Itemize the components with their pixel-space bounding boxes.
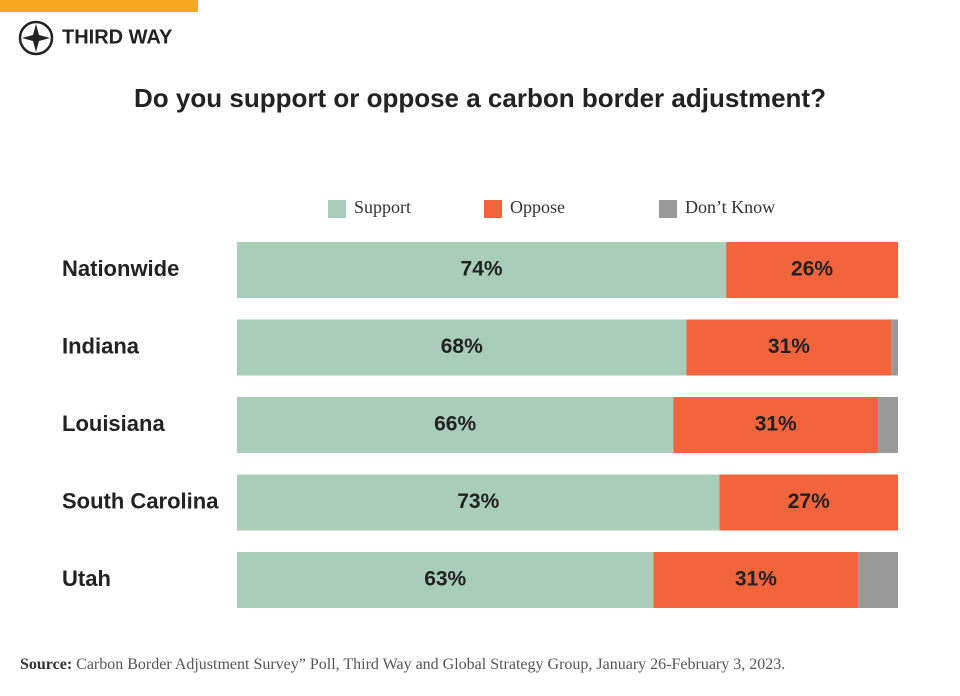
value-label: 31% <box>735 568 777 591</box>
category-label: Louisiana <box>62 411 165 436</box>
bar-segment <box>237 552 654 608</box>
bar-segment <box>237 319 687 376</box>
value-label: 63% <box>424 568 466 591</box>
top-accent <box>0 0 198 12</box>
value-label: 74% <box>461 258 503 281</box>
value-label: 31% <box>755 413 797 436</box>
source-label: Source: <box>20 656 72 673</box>
legend-swatch <box>328 200 346 218</box>
legend-swatch <box>659 200 677 218</box>
value-label: 26% <box>791 258 833 281</box>
bar-segment <box>686 319 892 376</box>
bar-segment <box>237 242 727 298</box>
value-label: 31% <box>768 335 810 358</box>
legend-label: Support <box>354 197 411 217</box>
bar-segment <box>237 397 674 453</box>
bar-segment <box>237 474 720 531</box>
legend-label: Oppose <box>510 197 565 217</box>
value-label: 66% <box>434 413 476 436</box>
bar-segment <box>726 242 898 298</box>
value-label: 68% <box>441 335 483 358</box>
category-label: Nationwide <box>62 256 179 281</box>
value-label: 73% <box>457 490 499 513</box>
legend-label: Don’t Know <box>685 197 775 217</box>
logo-icon <box>18 20 54 56</box>
source: Source: Carbon Border Adjustment Survey”… <box>20 656 785 673</box>
bar-segment <box>673 397 879 453</box>
category-label: Utah <box>62 566 111 591</box>
chart-title: Do you support or oppose a carbon border… <box>134 83 826 113</box>
category-label: South Carolina <box>62 488 219 513</box>
bar-segment <box>653 552 859 608</box>
legend-swatch <box>484 200 502 218</box>
bar-segment <box>891 319 898 376</box>
bar-segment <box>719 474 898 531</box>
value-label: 27% <box>788 490 830 513</box>
bar-segment <box>878 397 898 453</box>
category-label: Indiana <box>62 333 140 358</box>
brand: THIRD WAY <box>62 26 173 48</box>
bar-segment <box>858 552 898 608</box>
source-text: Carbon Border Adjustment Survey” Poll, T… <box>76 656 785 673</box>
